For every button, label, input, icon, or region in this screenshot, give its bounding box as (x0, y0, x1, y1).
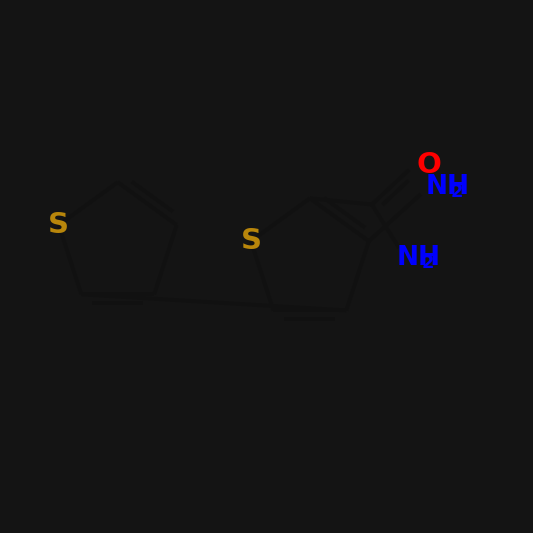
Text: O: O (416, 151, 441, 179)
Text: S: S (240, 227, 262, 255)
Text: 2: 2 (450, 183, 463, 200)
Text: 2: 2 (422, 254, 434, 272)
Text: NH: NH (426, 174, 470, 200)
Text: NH: NH (397, 245, 441, 271)
Text: S: S (49, 211, 69, 239)
